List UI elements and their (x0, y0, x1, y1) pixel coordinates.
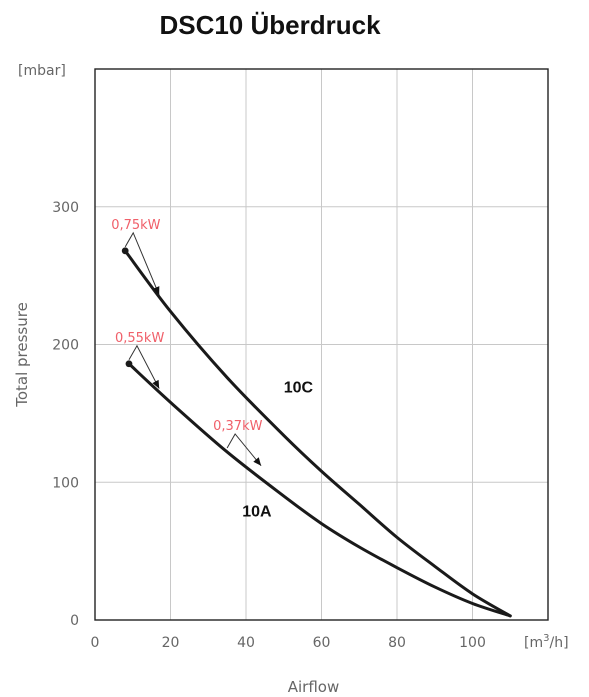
x-axis-title: Airflow (288, 678, 340, 696)
y-axis-title: Total pressure (13, 302, 31, 408)
series-label-10a: 10A (242, 504, 272, 521)
power-annotation-arrow-line (226, 433, 262, 467)
power-annotation-label: 0,75kW (111, 218, 160, 233)
power-annotation-arrowhead (253, 457, 262, 466)
axis-ticks: 0 20 40 60 80 100 0 100 200 300 (52, 200, 486, 651)
y-tick-label: 200 (52, 338, 79, 354)
x-tick-label: 0 (91, 635, 100, 651)
power-annotation-arrowhead (152, 286, 160, 295)
power-annotation-label: 0,37kW (213, 419, 262, 434)
y-unit-label: [mbar] (18, 63, 66, 79)
power-annotation-arrow-line (128, 344, 160, 389)
y-tick-label: 300 (52, 200, 79, 216)
series-start-point-10a (125, 360, 133, 368)
x-tick-label: 100 (459, 635, 486, 651)
annotations: 0,75kW 0,55kW 0,37kW (111, 218, 263, 467)
grid (95, 69, 548, 620)
power-annotation-arrow-line (124, 231, 160, 296)
x-tick-label: 20 (162, 635, 180, 651)
x-unit-label: [m3/h] (524, 633, 569, 651)
series-label-10c: 10C (284, 380, 314, 397)
power-annotation-arrowhead (152, 379, 160, 389)
chart-title: DSC10 Überdruck (159, 10, 381, 40)
curves (121, 247, 512, 618)
x-tick-label: 40 (237, 635, 255, 651)
plot-frame (94, 68, 549, 621)
series-line-10c (123, 249, 512, 618)
x-tick-label: 60 (313, 635, 331, 651)
series-line-10a (127, 362, 512, 618)
y-tick-label: 0 (70, 613, 79, 629)
x-tick-label: 80 (388, 635, 406, 651)
series-start-point-10c (121, 247, 129, 255)
power-annotation-label: 0,55kW (115, 331, 164, 346)
y-tick-label: 100 (52, 475, 79, 491)
